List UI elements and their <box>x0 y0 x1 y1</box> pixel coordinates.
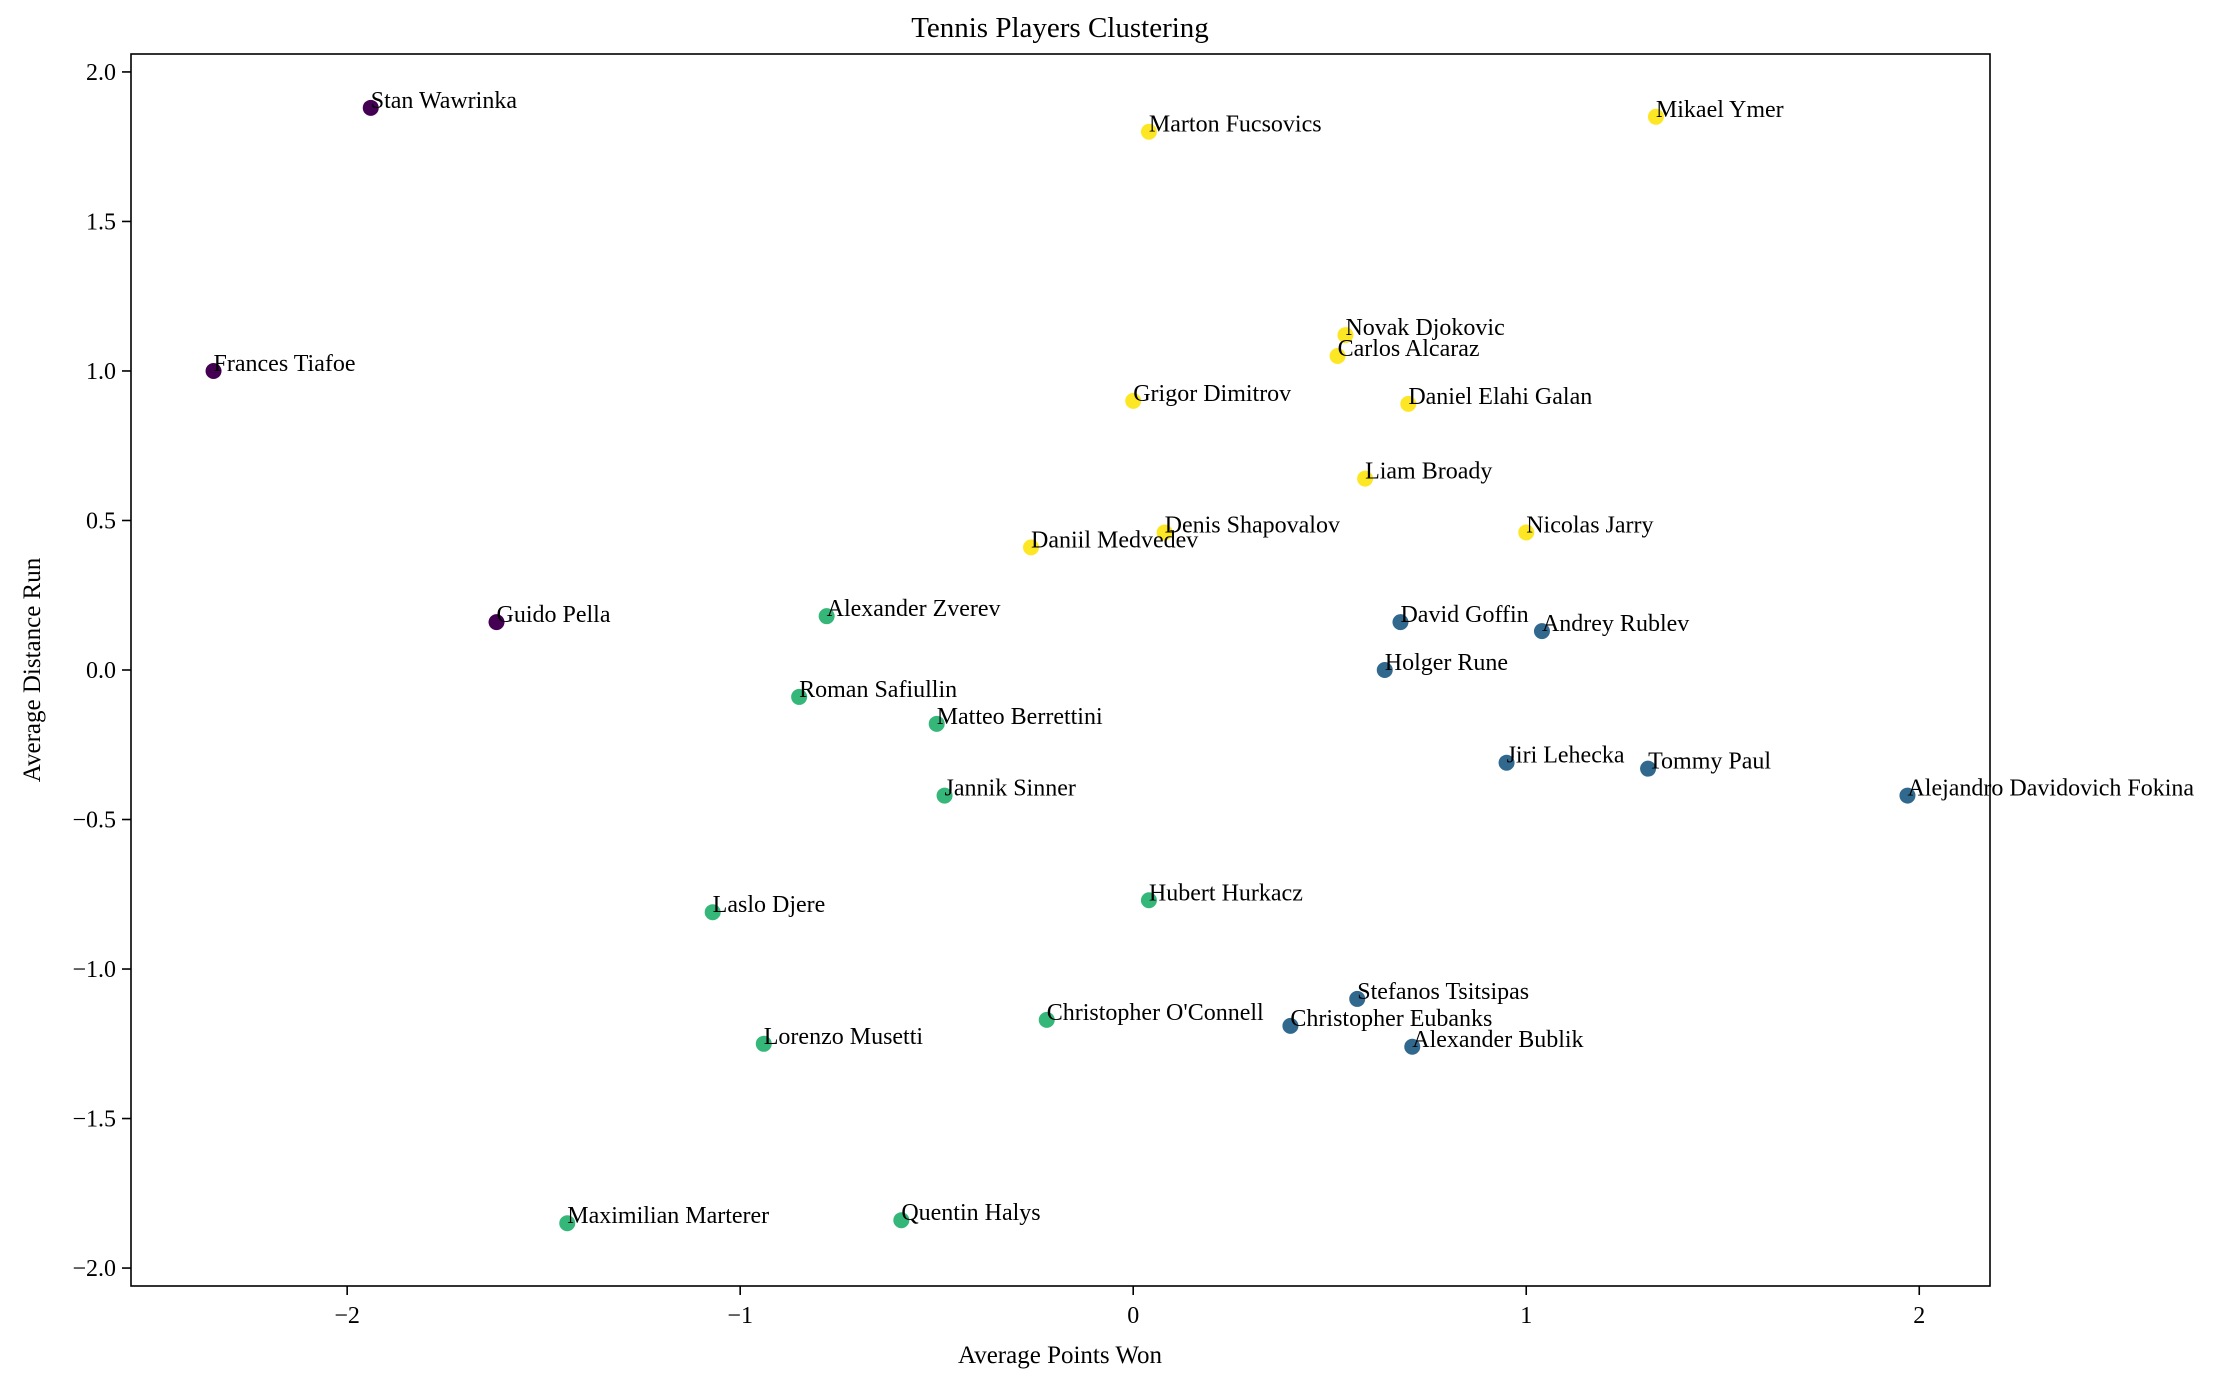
data-point <box>893 1212 910 1229</box>
data-point <box>704 904 721 921</box>
data-point <box>1023 539 1040 556</box>
data-point <box>1518 524 1535 541</box>
data-point-label: Andrey Rublev <box>1542 611 1689 637</box>
data-point-label: Jiri Lehecka <box>1507 743 1625 769</box>
data-points <box>205 99 1916 1232</box>
y-tick-label: 0.5 <box>86 508 116 534</box>
data-point <box>1392 614 1409 631</box>
y-tick-label: −1.0 <box>72 957 116 983</box>
data-point <box>1400 395 1417 412</box>
plot-area-frame <box>130 53 1991 1287</box>
data-point <box>362 99 379 116</box>
data-point <box>1357 470 1374 487</box>
data-point <box>1140 892 1157 909</box>
data-point <box>791 688 808 705</box>
y-tick-label: −1.5 <box>72 1107 116 1133</box>
data-point-label: Jannik Sinner <box>945 776 1076 802</box>
data-point-label: Christopher Eubanks <box>1290 1006 1492 1032</box>
data-point <box>1282 1017 1299 1034</box>
data-point-label: Guido Pella <box>497 602 611 628</box>
data-point-label: Liam Broady <box>1365 459 1492 485</box>
data-point-label: Alejandro Davidovich Fokina <box>1907 776 2194 802</box>
data-point-label: Novak Djokovic <box>1345 315 1504 341</box>
data-point <box>818 608 835 625</box>
x-tick-label: 2 <box>1913 1303 1925 1329</box>
chart-title: Tennis Players Clustering <box>911 12 1209 44</box>
data-point-label: Daniil Medvedev <box>1031 527 1198 553</box>
data-point-label: Christopher O'Connell <box>1047 1000 1264 1026</box>
y-tick-label: 0.0 <box>86 658 116 684</box>
data-point-label: Quentin Halys <box>901 1200 1040 1226</box>
data-point <box>1329 348 1346 365</box>
data-point <box>928 715 945 732</box>
data-point-label: Matteo Berrettini <box>937 704 1103 730</box>
data-point-label: Laslo Djere <box>713 892 826 918</box>
data-point <box>1647 108 1664 125</box>
data-point <box>1038 1011 1055 1028</box>
x-tick-label: −2 <box>334 1303 360 1329</box>
x-tick-label: 0 <box>1127 1303 1139 1329</box>
x-tick-label: 1 <box>1520 1303 1532 1329</box>
y-tick-label: 2.0 <box>86 60 116 86</box>
data-point-label: Tommy Paul <box>1648 749 1771 775</box>
data-point-label: Hubert Hurkacz <box>1149 880 1303 906</box>
point-labels: Stan Wawrinka Frances Tiafoe Guido Pella Ma… <box>214 88 2195 1229</box>
data-point-label: Denis Shapovalov <box>1165 512 1340 538</box>
y-tick-label: 1.5 <box>86 209 116 235</box>
data-point <box>1376 662 1393 678</box>
data-point-label: Lorenzo Musetti <box>764 1024 924 1050</box>
data-point-label: Daniel Elahi Galan <box>1408 384 1592 410</box>
data-point <box>205 362 222 379</box>
y-axis-label: Average Distance Run <box>19 557 46 782</box>
data-point <box>1640 760 1657 777</box>
y-tick-label: 1.0 <box>86 359 116 385</box>
x-tick-label: −1 <box>727 1303 753 1329</box>
data-point-label: Maximilian Marterer <box>567 1203 769 1229</box>
data-point-label: Grigor Dimitrov <box>1133 381 1291 407</box>
data-point <box>755 1035 772 1052</box>
data-point <box>1349 990 1366 1007</box>
y-tick-label: −2.0 <box>72 1256 116 1282</box>
data-point-label: Alexander Bublik <box>1412 1027 1583 1053</box>
data-point <box>1404 1038 1421 1055</box>
data-point-label: Roman Safiullin <box>799 677 957 703</box>
data-point-label: Alexander Zverev <box>827 596 1001 622</box>
x-axis-label: Average Points Won <box>958 1342 1162 1369</box>
y-tick-label: −0.5 <box>72 808 116 834</box>
data-point <box>1140 123 1157 140</box>
data-point <box>1899 787 1916 804</box>
data-point <box>488 614 505 631</box>
data-point-label: Stan Wawrinka <box>371 88 518 114</box>
data-point-label: Marton Fucsovics <box>1149 112 1322 138</box>
data-point <box>1156 524 1173 541</box>
data-point-label: Carlos Alcaraz <box>1338 336 1480 362</box>
data-point <box>1125 392 1142 409</box>
data-point <box>559 1215 576 1232</box>
data-point-label: Stefanos Tsitsipas <box>1357 979 1529 1005</box>
data-point <box>1337 327 1354 344</box>
data-point-label: Mikael Ymer <box>1656 97 1784 123</box>
data-point-label: Nicolas Jarry <box>1526 512 1653 538</box>
data-point-label: Holger Rune <box>1385 650 1508 676</box>
data-point <box>936 787 953 804</box>
data-point <box>1498 754 1515 771</box>
data-point-label: Frances Tiafoe <box>214 351 356 377</box>
data-point-label: David Goffin <box>1400 602 1528 628</box>
axis-ticks: −2 −1 0 1 2 −2.0 −1.5 −1.0 −0.5 0.0 0.5 1.0 1.5 2.0 <box>72 60 1925 1329</box>
data-point <box>1533 623 1550 640</box>
